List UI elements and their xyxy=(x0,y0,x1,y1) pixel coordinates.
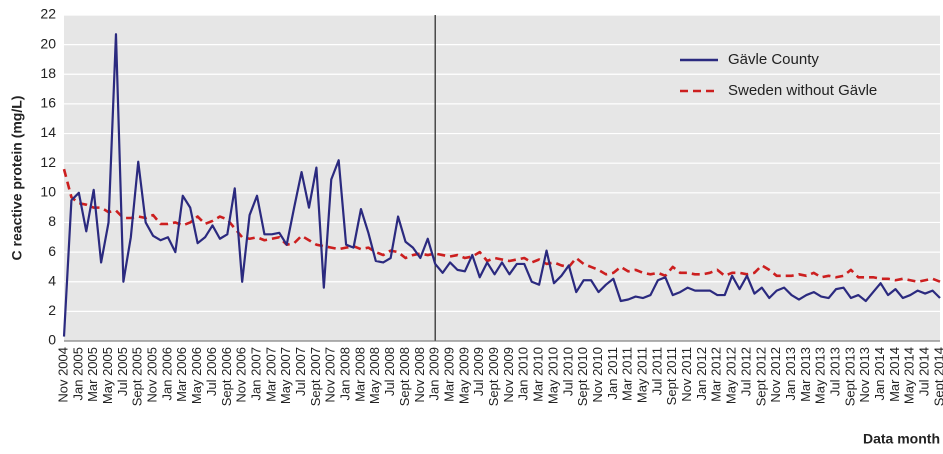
y-tick-label: 18 xyxy=(40,65,56,81)
x-tick-label: Jul 2010 xyxy=(560,347,575,396)
x-tick-label: Jul 2014 xyxy=(917,347,932,396)
x-tick-label: Mar 2009 xyxy=(441,347,456,402)
x-tick-label: Nov 2010 xyxy=(590,347,605,403)
y-tick-label: 0 xyxy=(48,332,56,348)
x-tick-label: May 2010 xyxy=(545,347,560,404)
x-tick-label: May 2008 xyxy=(367,347,382,404)
x-tick-label: Jul 2012 xyxy=(738,347,753,396)
x-tick-label: May 2013 xyxy=(813,347,828,404)
x-tick-label: Sept 2006 xyxy=(219,347,234,406)
x-tick-label: Sept 2010 xyxy=(575,347,590,406)
x-tick-label: Nov 2006 xyxy=(234,347,249,403)
series-line xyxy=(62,168,941,284)
x-tick-label: Jan 2008 xyxy=(338,347,353,401)
x-tick-label: Jan 2006 xyxy=(159,347,174,401)
x-tick-label: May 2009 xyxy=(456,347,471,404)
x-tick-label: Jul 2013 xyxy=(828,347,843,396)
y-tick-label: 12 xyxy=(40,154,56,170)
x-tick-label: Jul 2011 xyxy=(649,347,664,395)
x-tick-label: Jan 2012 xyxy=(694,347,709,401)
x-tick-label: Mar 2012 xyxy=(709,347,724,402)
x-tick-label: Sept 2014 xyxy=(931,347,943,406)
x-tick-label: Sept 2012 xyxy=(753,347,768,406)
x-tick-label: Sept 2009 xyxy=(486,347,501,406)
y-tick-label: 4 xyxy=(48,272,56,288)
x-tick-label: Mar 2013 xyxy=(798,347,813,402)
x-tick-label: Mar 2010 xyxy=(531,347,546,402)
x-tick-label: Mar 2006 xyxy=(174,347,189,402)
legend-label: Gävle County xyxy=(728,51,819,68)
x-tick-label: Jul 2005 xyxy=(115,347,130,396)
x-tick-label: Jan 2011 xyxy=(605,347,620,400)
x-tick-label: Mar 2011 xyxy=(620,347,635,401)
x-tick-label: Sept 2013 xyxy=(842,347,857,406)
x-tick-label: Nov 2011 xyxy=(679,347,694,402)
plot-area xyxy=(64,15,940,341)
x-tick-label: Nov 2007 xyxy=(323,347,338,403)
y-tick-label: 2 xyxy=(48,302,56,318)
x-tick-label: Nov 2008 xyxy=(412,347,427,403)
x-tick-label: Jan 2009 xyxy=(427,347,442,401)
x-tick-label: May 2006 xyxy=(189,347,204,404)
y-axis-title: C reactive protein (mg/L) xyxy=(9,96,25,261)
y-tick-label: 16 xyxy=(40,95,56,111)
y-tick-label: 6 xyxy=(48,243,56,259)
x-tick-label: May 2007 xyxy=(278,347,293,404)
x-tick-label: Mar 2005 xyxy=(85,347,100,402)
x-axis-title: Data month xyxy=(863,431,940,447)
x-tick-label: Nov 2004 xyxy=(55,347,70,403)
x-tick-label: May 2011 xyxy=(634,347,649,403)
x-tick-label: Jul 2007 xyxy=(293,347,308,396)
y-tick-label: 8 xyxy=(48,213,56,229)
x-tick-label: Jul 2006 xyxy=(204,347,219,396)
legend-label: Sweden without Gävle xyxy=(728,82,877,99)
x-tick-label: Nov 2009 xyxy=(501,347,516,403)
x-tick-label: May 2014 xyxy=(902,347,917,404)
x-tick-label: Sept 2005 xyxy=(130,347,145,406)
x-tick-label: Mar 2007 xyxy=(263,347,278,402)
x-tick-label: Mar 2014 xyxy=(887,347,902,402)
y-tick-label: 22 xyxy=(40,6,56,22)
series-line xyxy=(62,33,941,337)
x-tick-label: Sept 2007 xyxy=(308,347,323,406)
x-tick-label: Nov 2013 xyxy=(857,347,872,403)
x-tick-label: Jul 2009 xyxy=(471,347,486,396)
x-tick-label: Jan 2010 xyxy=(516,347,531,401)
x-tick-label: Jan 2014 xyxy=(872,347,887,401)
y-tick-label: 20 xyxy=(40,35,56,51)
x-tick-label: Jan 2007 xyxy=(248,347,263,401)
y-tick-label: 14 xyxy=(40,124,56,140)
x-tick-label: Sept 2008 xyxy=(397,347,412,406)
x-tick-label: Jan 2013 xyxy=(783,347,798,401)
x-tick-label: May 2012 xyxy=(724,347,739,404)
x-tick-label: Nov 2012 xyxy=(768,347,783,403)
x-tick-label: Jul 2008 xyxy=(382,347,397,396)
y-tick-label: 10 xyxy=(40,184,56,200)
x-tick-label: May 2005 xyxy=(100,347,115,404)
x-tick-label: Mar 2008 xyxy=(352,347,367,402)
x-tick-label: Sept 2011 xyxy=(664,347,679,405)
x-tick-label: Jan 2005 xyxy=(70,347,85,401)
x-tick-label: Nov 2005 xyxy=(145,347,160,403)
